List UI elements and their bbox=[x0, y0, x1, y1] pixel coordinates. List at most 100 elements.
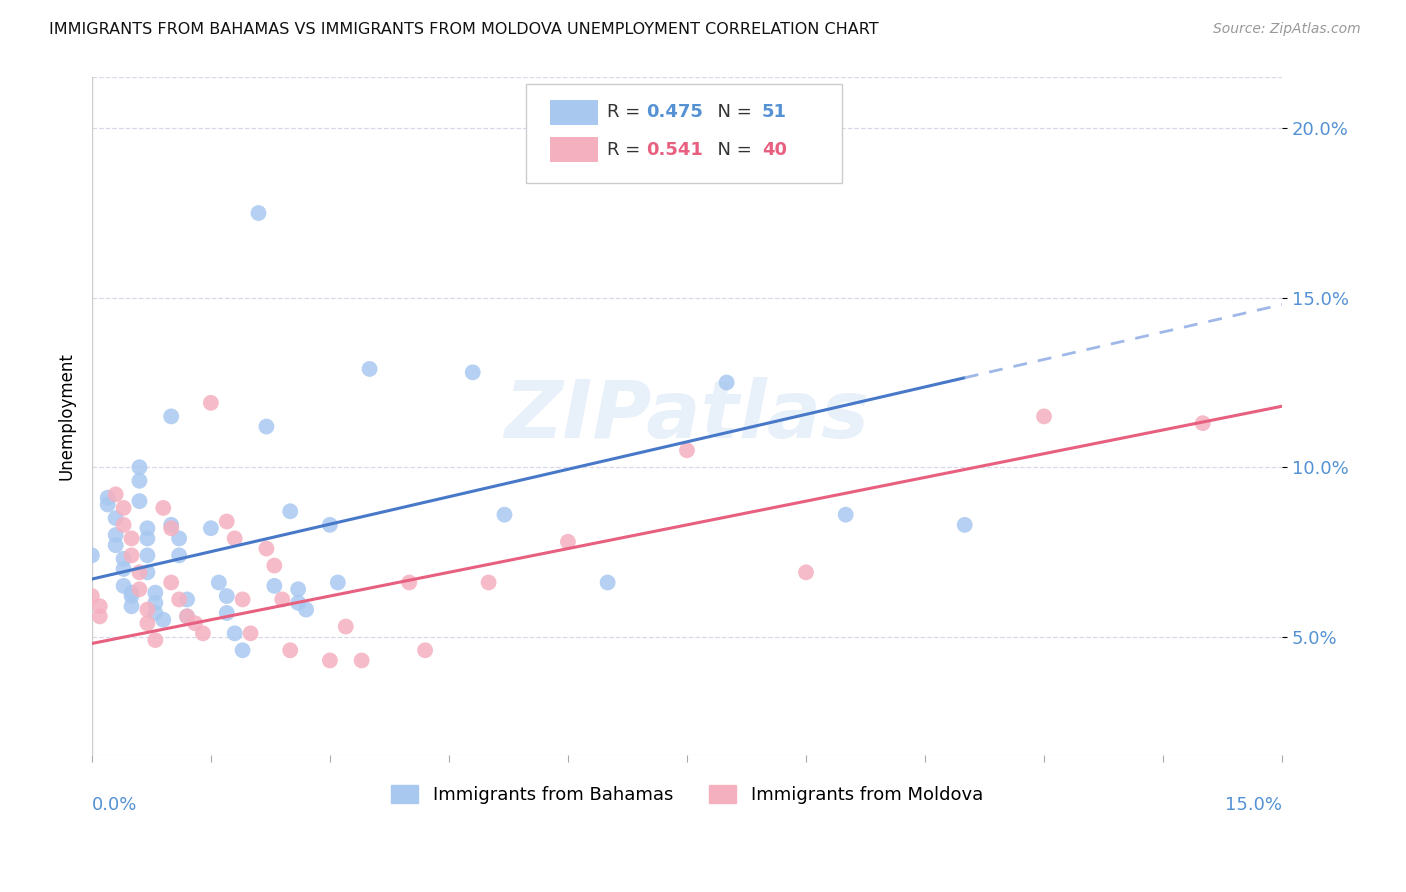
Point bbox=[160, 575, 183, 590]
Point bbox=[208, 575, 231, 590]
Point bbox=[121, 532, 143, 546]
Point bbox=[278, 643, 301, 657]
Point bbox=[143, 585, 166, 599]
Text: 0.475: 0.475 bbox=[647, 103, 703, 121]
Point bbox=[319, 653, 342, 667]
FancyBboxPatch shape bbox=[550, 100, 598, 125]
Text: N =: N = bbox=[706, 103, 758, 121]
Point bbox=[121, 549, 143, 563]
Point bbox=[596, 575, 619, 590]
Point bbox=[834, 508, 856, 522]
Point bbox=[97, 491, 120, 505]
Point bbox=[215, 606, 238, 620]
Text: 15.0%: 15.0% bbox=[1225, 796, 1282, 814]
Point bbox=[215, 515, 238, 529]
Point bbox=[97, 498, 120, 512]
FancyBboxPatch shape bbox=[550, 137, 598, 161]
Point bbox=[254, 541, 277, 556]
Point bbox=[89, 609, 111, 624]
Point bbox=[143, 596, 166, 610]
Point bbox=[287, 582, 309, 597]
Point bbox=[136, 532, 159, 546]
Point bbox=[247, 206, 270, 220]
Point bbox=[160, 517, 183, 532]
Point bbox=[295, 602, 318, 616]
Point bbox=[191, 626, 214, 640]
Point bbox=[287, 596, 309, 610]
Point bbox=[104, 487, 127, 501]
Point bbox=[112, 579, 135, 593]
Text: R =: R = bbox=[607, 141, 647, 159]
Point bbox=[350, 653, 373, 667]
Point bbox=[319, 517, 342, 532]
Point bbox=[104, 528, 127, 542]
Point bbox=[112, 551, 135, 566]
Point bbox=[143, 633, 166, 648]
Point bbox=[167, 549, 190, 563]
Point bbox=[80, 549, 103, 563]
Point bbox=[398, 575, 420, 590]
Point bbox=[160, 521, 183, 535]
Point bbox=[224, 626, 246, 640]
Point bbox=[176, 609, 198, 624]
Point bbox=[176, 592, 198, 607]
Y-axis label: Unemployment: Unemployment bbox=[58, 352, 75, 480]
Text: IMMIGRANTS FROM BAHAMAS VS IMMIGRANTS FROM MOLDOVA UNEMPLOYMENT CORRELATION CHAR: IMMIGRANTS FROM BAHAMAS VS IMMIGRANTS FR… bbox=[49, 22, 879, 37]
Point bbox=[160, 409, 183, 424]
Point bbox=[128, 460, 150, 475]
Point bbox=[271, 592, 294, 607]
Point bbox=[335, 619, 357, 633]
Point bbox=[112, 517, 135, 532]
Point bbox=[263, 558, 285, 573]
Point bbox=[478, 575, 501, 590]
Point bbox=[716, 376, 738, 390]
Point bbox=[794, 566, 817, 580]
Point bbox=[152, 500, 174, 515]
Point bbox=[557, 534, 579, 549]
Point bbox=[176, 609, 198, 624]
Point bbox=[1191, 416, 1213, 430]
Point bbox=[80, 589, 103, 603]
Point bbox=[121, 599, 143, 614]
Point bbox=[1033, 409, 1056, 424]
Point bbox=[239, 626, 262, 640]
Point bbox=[254, 419, 277, 434]
Point bbox=[121, 589, 143, 603]
Point bbox=[128, 474, 150, 488]
Point bbox=[326, 575, 349, 590]
Point bbox=[215, 589, 238, 603]
Point bbox=[89, 599, 111, 614]
Point bbox=[167, 532, 190, 546]
Point bbox=[413, 643, 436, 657]
Point bbox=[128, 582, 150, 597]
Text: 40: 40 bbox=[762, 141, 787, 159]
Point bbox=[112, 500, 135, 515]
Point bbox=[263, 579, 285, 593]
Point bbox=[278, 504, 301, 518]
Point bbox=[200, 396, 222, 410]
Legend: Immigrants from Bahamas, Immigrants from Moldova: Immigrants from Bahamas, Immigrants from… bbox=[391, 785, 983, 804]
Point bbox=[136, 602, 159, 616]
Point bbox=[143, 606, 166, 620]
Point bbox=[136, 549, 159, 563]
Point bbox=[128, 566, 150, 580]
Text: Source: ZipAtlas.com: Source: ZipAtlas.com bbox=[1213, 22, 1361, 37]
Point bbox=[676, 443, 699, 458]
Point bbox=[184, 616, 207, 631]
Point bbox=[224, 532, 246, 546]
Point bbox=[136, 566, 159, 580]
Point bbox=[200, 521, 222, 535]
Point bbox=[136, 616, 159, 631]
Point bbox=[112, 562, 135, 576]
Point bbox=[128, 494, 150, 508]
Point bbox=[232, 592, 254, 607]
Point bbox=[104, 538, 127, 552]
Point bbox=[152, 613, 174, 627]
Text: R =: R = bbox=[607, 103, 647, 121]
Point bbox=[136, 521, 159, 535]
FancyBboxPatch shape bbox=[526, 84, 842, 183]
Point bbox=[494, 508, 516, 522]
Text: ZIPatlas: ZIPatlas bbox=[505, 377, 869, 456]
Point bbox=[461, 365, 484, 379]
Text: N =: N = bbox=[706, 141, 758, 159]
